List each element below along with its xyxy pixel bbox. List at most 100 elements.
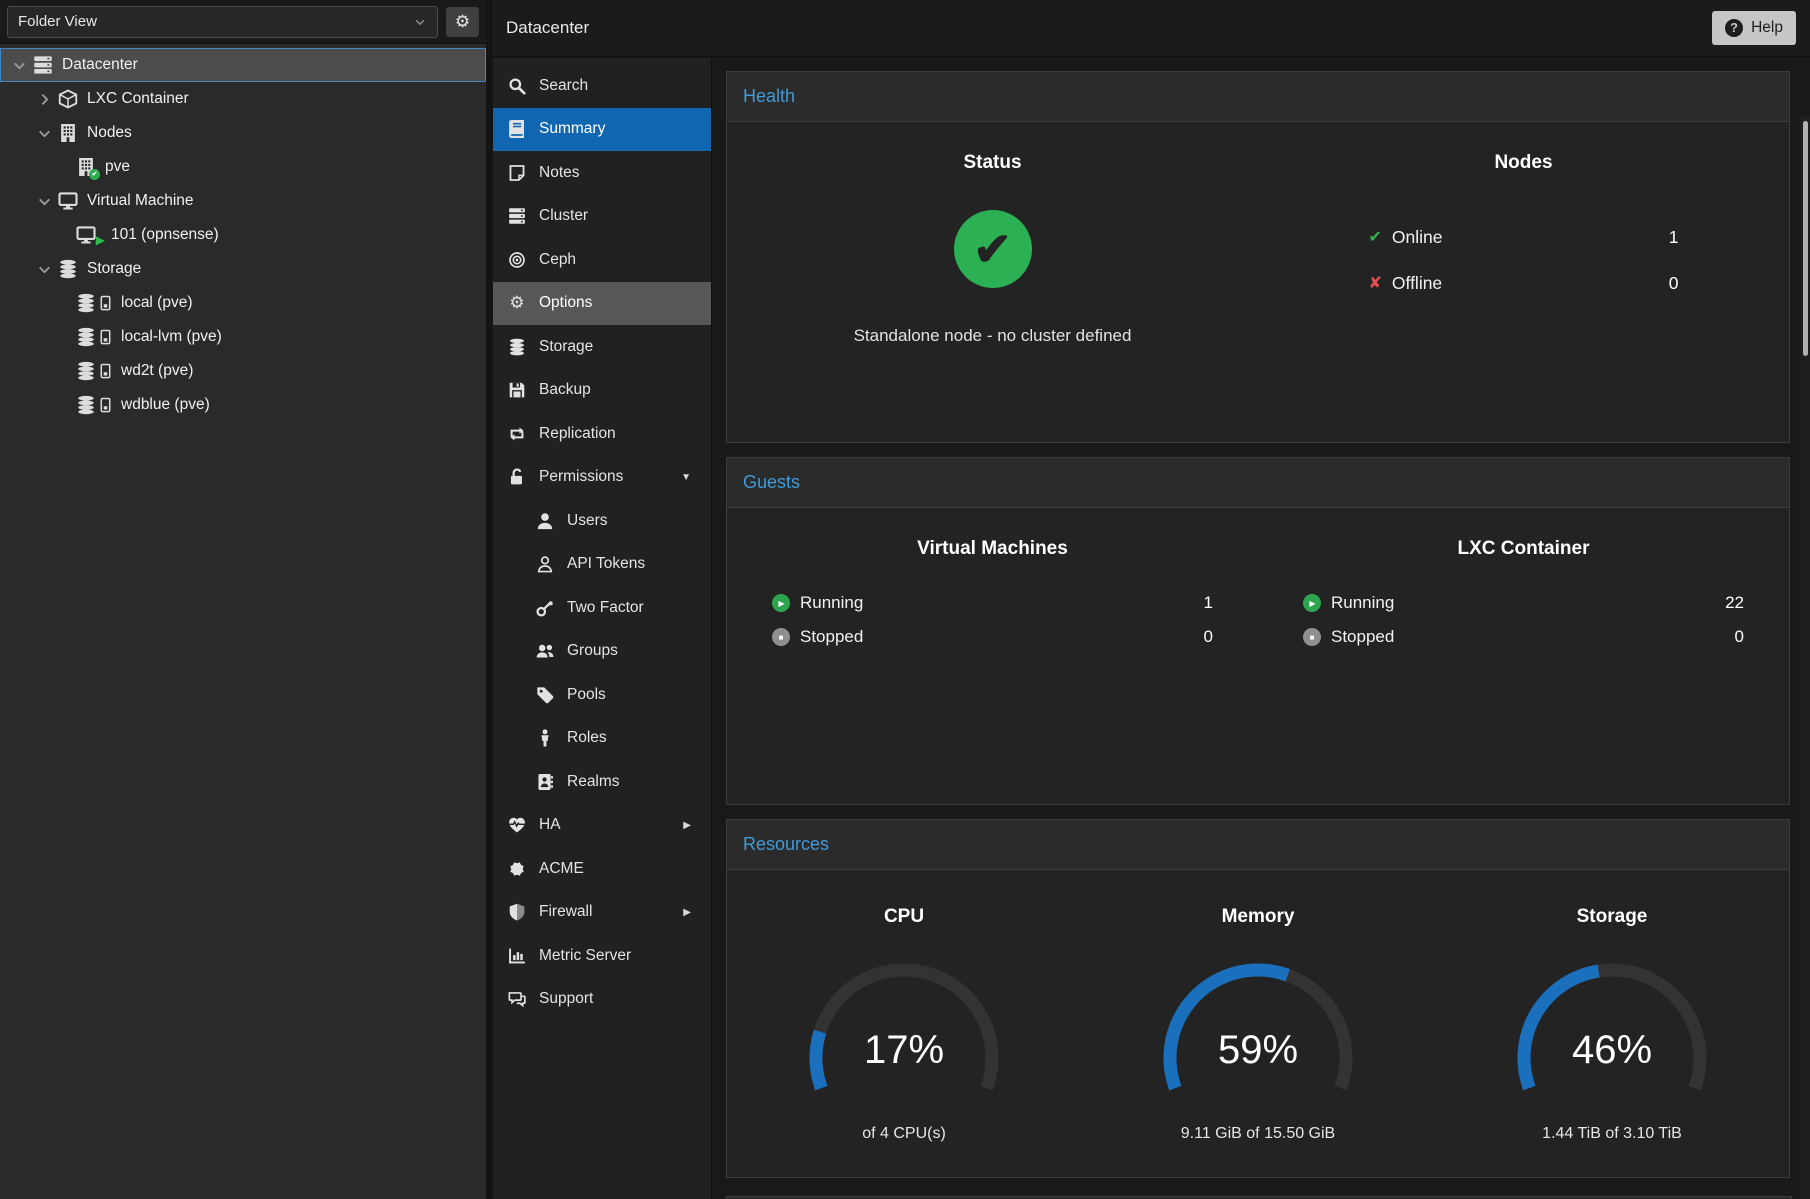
menu-item-replication[interactable]: Replication	[493, 412, 711, 456]
expander-down-icon[interactable]	[36, 261, 53, 278]
search-icon	[508, 77, 526, 95]
expander-right-icon[interactable]	[36, 91, 53, 108]
cpu-gauge: 17%	[784, 958, 1024, 1113]
menu-item-metric-server[interactable]: Metric Server	[493, 934, 711, 978]
panel-resize-splitter[interactable]	[486, 0, 493, 1199]
expander-down-icon[interactable]	[36, 125, 53, 142]
drive-icon	[98, 327, 113, 347]
menu-item-permissions[interactable]: Permissions ▼	[493, 456, 711, 500]
memory-gauge: 59%	[1138, 958, 1378, 1113]
tree-item-storage-local-lvm[interactable]: local-lvm (pve)	[0, 320, 486, 354]
lxc-container-column: LXC Container ▶ Running 22 ■ Stopped 0	[1258, 538, 1789, 654]
tree-item-vm-101[interactable]: ▶ 101 (opnsense)	[0, 218, 486, 252]
expander-down-icon[interactable]	[36, 193, 53, 210]
gear-icon: ⚙	[454, 11, 471, 31]
tree-item-label: wd2t (pve)	[121, 362, 194, 379]
menu-item-label: Cluster	[539, 207, 589, 225]
menu-item-users[interactable]: Users	[493, 499, 711, 543]
unlock-icon	[508, 468, 526, 486]
scrollbar-thumb[interactable]	[1803, 121, 1808, 356]
menu-item-summary[interactable]: Summary	[493, 107, 711, 151]
node-state-label: Offline	[1391, 272, 1443, 293]
menu-item-notes[interactable]: Notes	[493, 151, 711, 195]
tree-item-label: wdblue (pve)	[121, 396, 210, 413]
menu-item-label: Metric Server	[539, 946, 632, 964]
storage-heading: Storage	[1576, 906, 1648, 927]
next-panel-edge	[726, 1196, 1792, 1199]
memory-gauge-column: Memory 59% 9.11 GiB of 15.50 GiB	[1081, 906, 1435, 1143]
tree-item-storage-local[interactable]: local (pve)	[0, 286, 486, 320]
expander-down-icon[interactable]	[11, 57, 28, 74]
menu-item-groups[interactable]: Groups	[493, 630, 711, 674]
cube-icon	[58, 89, 78, 109]
stop-circle-icon: ■	[772, 628, 790, 646]
resource-tree: Datacenter LXC Container Nodes ✔ pve	[0, 44, 486, 422]
datacenter-menu: Search Summary Notes Cluster Ceph ⚙ Optio…	[493, 58, 712, 1199]
menu-item-label: Support	[539, 990, 594, 1008]
tree-item-pve[interactable]: ✔ pve	[0, 150, 486, 184]
tree-item-virtual-machine[interactable]: Virtual Machine	[0, 184, 486, 218]
memory-detail: 9.11 GiB of 15.50 GiB	[1180, 1125, 1336, 1142]
menu-item-firewall[interactable]: Firewall ▶	[493, 891, 711, 935]
shield-icon	[508, 903, 526, 921]
menu-item-pools[interactable]: Pools	[493, 673, 711, 717]
table-row: ▶ Running 22	[1303, 586, 1744, 620]
cpu-gauge-column: CPU 17% of 4 CPU(s)	[727, 906, 1081, 1143]
users-icon	[536, 642, 554, 660]
tree-item-label: Nodes	[87, 124, 132, 141]
menu-item-search[interactable]: Search	[493, 64, 711, 108]
menu-item-options[interactable]: ⚙ Options	[493, 281, 711, 325]
tree-item-storage[interactable]: Storage	[0, 252, 486, 286]
menu-item-label: Storage	[539, 337, 594, 355]
status-heading: Status	[963, 152, 1022, 173]
person-icon	[536, 729, 554, 747]
server-icon	[33, 55, 53, 75]
vm-table: ▶ Running 1 ■ Stopped 0	[727, 586, 1258, 654]
resource-tree-panel: Folder View ⚙ Datacenter LXC Container	[0, 0, 486, 1199]
menu-item-label: Firewall	[539, 903, 593, 921]
menu-item-label: Notes	[539, 163, 580, 181]
tag-icon	[536, 686, 554, 704]
ceph-icon	[508, 251, 526, 269]
guest-state-label: Stopped	[1331, 627, 1395, 646]
node-state-label: Online	[1391, 226, 1443, 247]
view-mode-select[interactable]: Folder View	[7, 5, 438, 38]
guest-count: 22	[1725, 593, 1744, 612]
vertical-scrollbar[interactable]	[1800, 116, 1810, 1199]
book-icon	[508, 120, 526, 138]
nodes-column: Nodes ✔ Online 1 ✘ Offline 0	[1258, 152, 1789, 346]
table-row: ✘ Offline 0	[1369, 260, 1679, 306]
cpu-percent: 17%	[863, 1028, 945, 1072]
menu-item-acme[interactable]: ACME	[493, 847, 711, 891]
menu-item-label: Groups	[567, 642, 618, 660]
caret-right-icon: ▶	[683, 819, 691, 831]
menu-item-ha[interactable]: HA ▶	[493, 804, 711, 848]
menu-item-support[interactable]: Support	[493, 978, 711, 1022]
guest-count: 0	[1734, 627, 1744, 646]
table-row: ✔ Online 1	[1369, 214, 1679, 260]
tree-item-nodes[interactable]: Nodes	[0, 116, 486, 150]
help-button[interactable]: ? Help	[1712, 11, 1796, 45]
tree-item-label: 101 (opnsense)	[111, 226, 219, 243]
menu-item-label: Permissions	[539, 468, 624, 486]
tree-settings-button[interactable]: ⚙	[446, 6, 479, 37]
menu-item-storage[interactable]: Storage	[493, 325, 711, 369]
tree-item-datacenter[interactable]: Datacenter	[0, 48, 486, 82]
user-icon	[536, 512, 554, 530]
table-row: ▶ Running 1	[772, 586, 1213, 620]
tree-item-storage-wd2t[interactable]: wd2t (pve)	[0, 354, 486, 388]
menu-item-api-tokens[interactable]: API Tokens	[493, 543, 711, 587]
menu-item-two-factor[interactable]: Two Factor	[493, 586, 711, 630]
menu-item-roles[interactable]: Roles	[493, 717, 711, 761]
menu-item-label: Ceph	[539, 250, 577, 268]
menu-item-backup[interactable]: Backup	[493, 369, 711, 413]
menu-item-realms[interactable]: Realms	[493, 760, 711, 804]
guests-panel: Guests Virtual Machines ▶ Running 1 ■ Stop…	[726, 457, 1790, 805]
tree-item-storage-wdblue[interactable]: wdblue (pve)	[0, 388, 486, 422]
tree-item-lxc-container[interactable]: LXC Container	[0, 82, 486, 116]
menu-item-cluster[interactable]: Cluster	[493, 195, 711, 239]
summary-content: Health Status ✔ Standalone node - no clu…	[713, 58, 1810, 1199]
menu-item-ceph[interactable]: Ceph	[493, 238, 711, 282]
menu-item-label: Replication	[539, 424, 616, 442]
